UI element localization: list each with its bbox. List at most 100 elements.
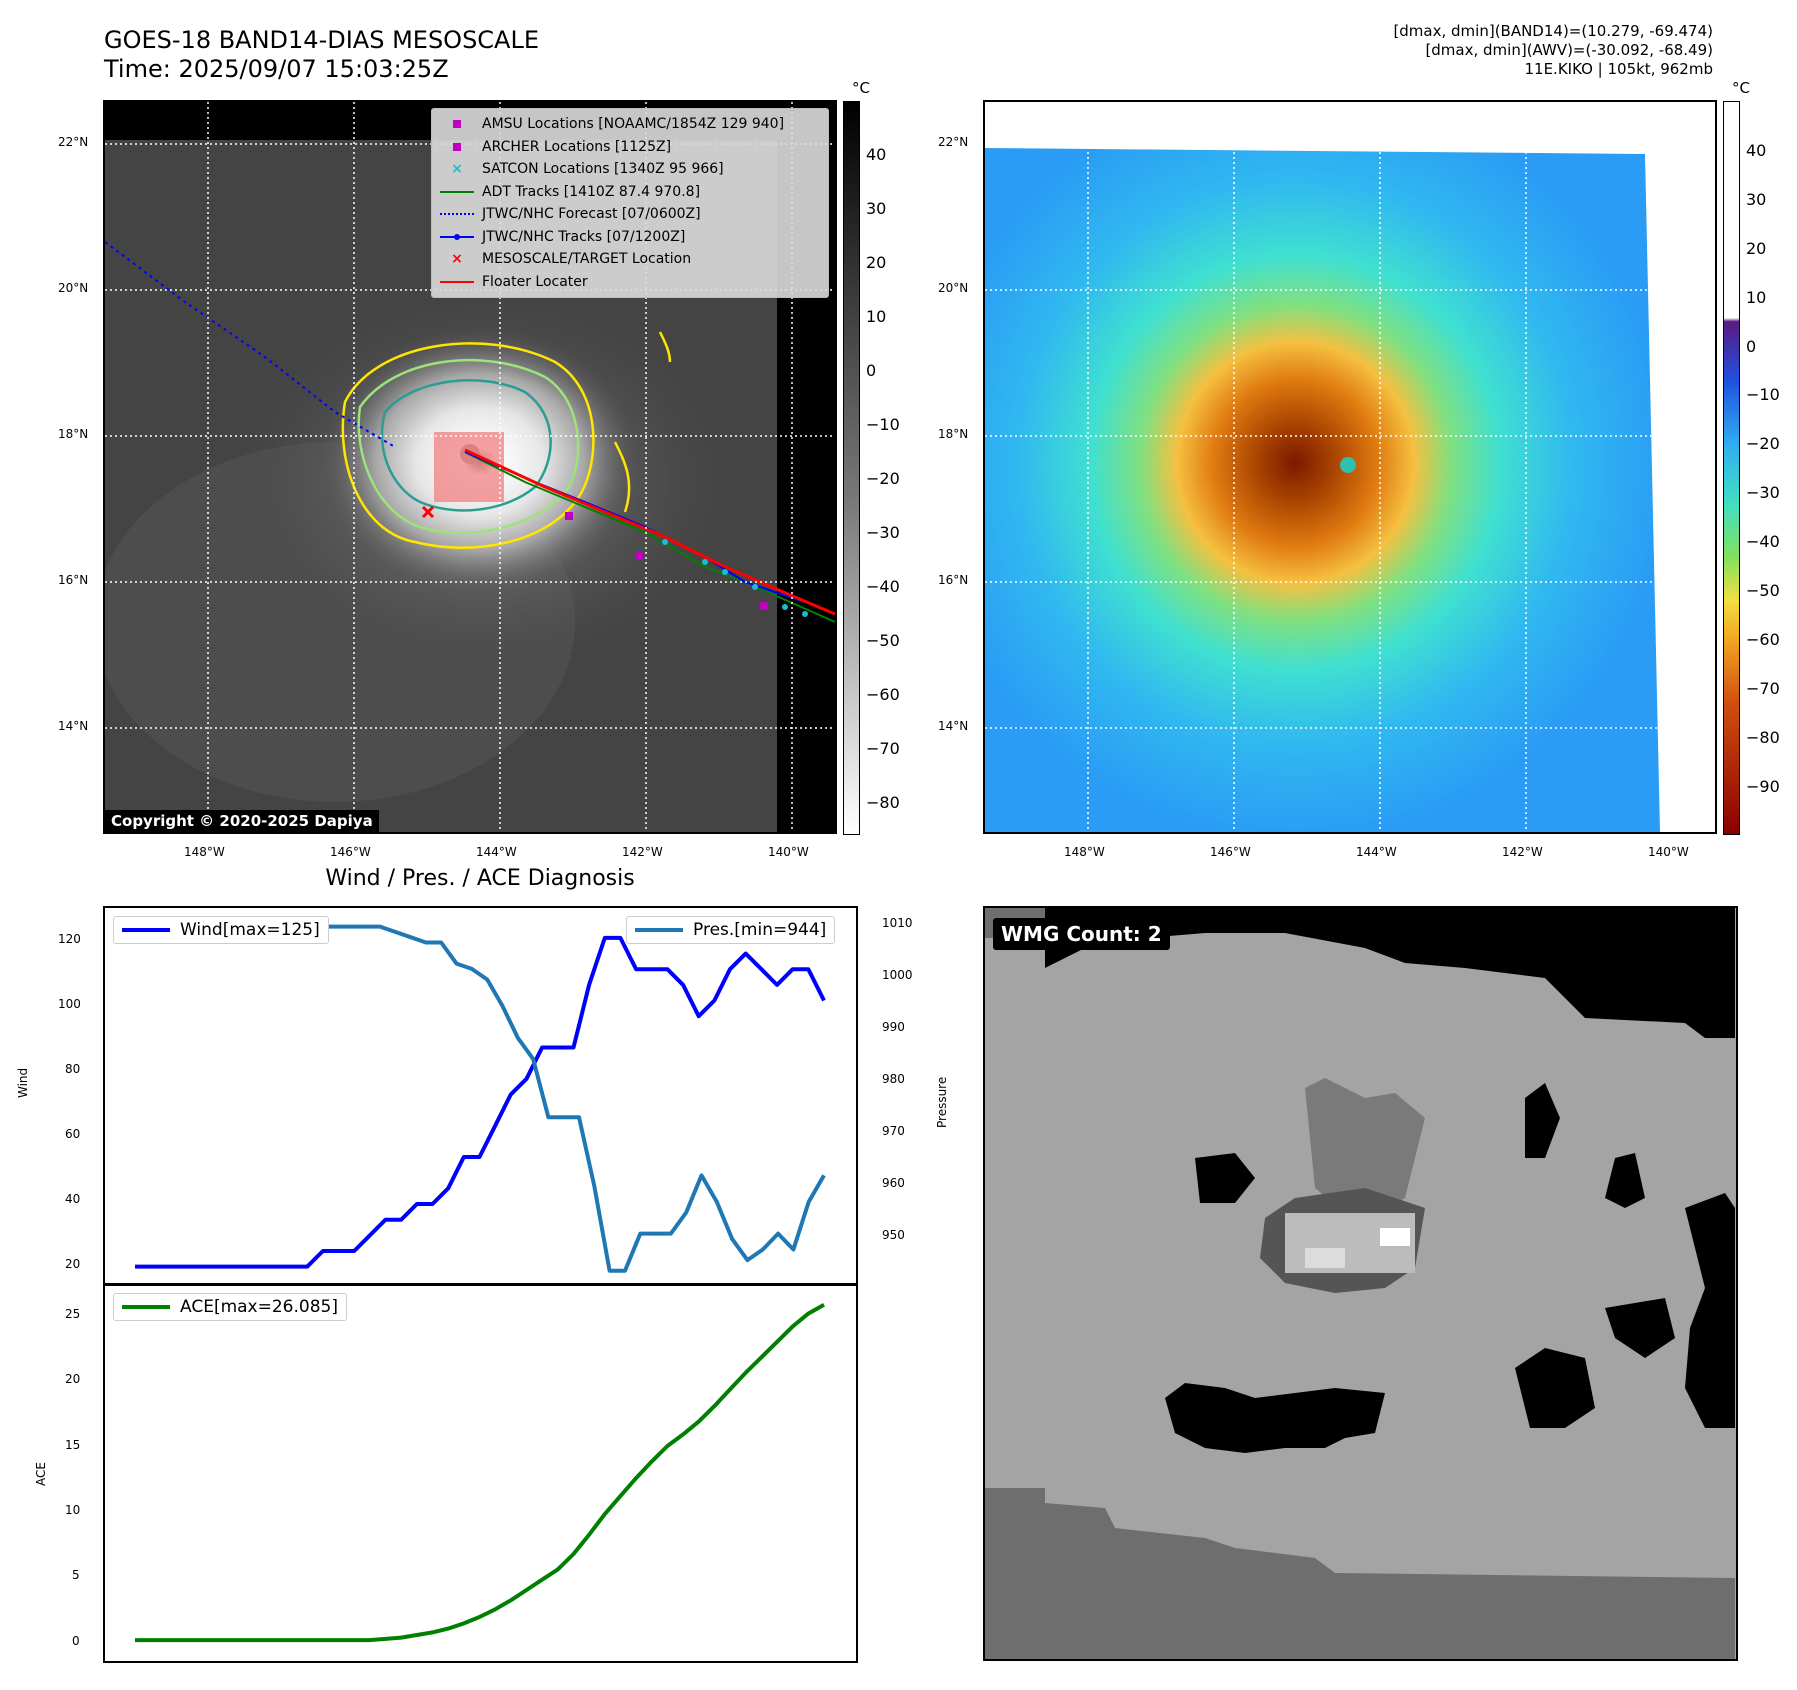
figure-title: GOES-18 BAND14-DIAS MESOSCALE	[104, 26, 540, 54]
ir-colorbar	[843, 101, 860, 835]
square-marker-icon	[438, 140, 476, 154]
square-marker-icon	[438, 117, 476, 131]
awv-lat-18: 18°N	[938, 427, 969, 441]
awv-cb-m80: −80	[1746, 728, 1780, 747]
ir-cb-20: 20	[866, 253, 887, 272]
copyright-label: Copyright © 2020-2025 Dapiya	[105, 810, 379, 832]
line-dot-icon	[438, 230, 476, 244]
wmg-image	[985, 908, 1736, 1659]
ir-lon-148: 148°W	[184, 845, 225, 859]
pres-tick-1000: 1000	[882, 968, 913, 982]
ir-colorbar-unit: °C	[852, 79, 870, 97]
ir-cb-m70: −70	[866, 739, 900, 758]
awv-gridlines	[985, 102, 1715, 832]
ir-lon-144: 144°W	[476, 845, 517, 859]
pres-tick-960: 960	[882, 1176, 905, 1190]
ir-cb-m40: −40	[866, 577, 900, 596]
awv-lat-16: 16°N	[938, 573, 969, 587]
legend-floater: Floater Locater	[438, 271, 822, 294]
info-awv-range: [dmax, dmin](AWV)=(-30.092, -68.49)	[1425, 41, 1713, 59]
awv-lat-20: 20°N	[938, 281, 969, 295]
awv-cb-m30: −30	[1746, 483, 1780, 502]
awv-lat-22: 22°N	[938, 135, 969, 149]
awv-lat-14: 14°N	[938, 719, 969, 733]
ace-axis-label: ACE	[34, 1462, 48, 1486]
solid-line-icon	[438, 275, 476, 289]
wmg-panel	[983, 906, 1738, 1661]
awv-image	[985, 102, 1715, 832]
ir-cb-0: 0	[866, 361, 877, 380]
wind-tick-20: 20	[65, 1257, 81, 1271]
pres-tick-1010: 1010	[882, 916, 913, 930]
info-block: [dmax, dmin](BAND14)=(10.279, -69.474) […	[1393, 22, 1713, 79]
awv-cb-m20: −20	[1746, 434, 1780, 453]
diagnosis-title: Wind / Pres. / ACE Diagnosis	[325, 866, 635, 891]
awv-cb-0: 0	[1746, 337, 1757, 356]
wind-axis-label: Wind	[16, 1067, 30, 1098]
wind-tick-100: 100	[58, 997, 81, 1011]
ace-tick-5: 5	[72, 1568, 80, 1582]
awv-colorbar	[1723, 101, 1740, 835]
pres-tick-970: 970	[882, 1124, 905, 1138]
ace-tick-0: 0	[72, 1634, 80, 1648]
jtwc-forecast-track	[105, 241, 396, 448]
awv-lon-142: 142°W	[1502, 845, 1543, 859]
satcon-markers	[662, 539, 808, 617]
ir-lat-20: 20°N	[58, 281, 89, 295]
ir-cb-m80: −80	[866, 793, 900, 812]
awv-colorbar-unit: °C	[1732, 79, 1750, 97]
wind-pressure-plot	[135, 919, 826, 1273]
wmg-count-label: WMG Count: 2	[993, 918, 1170, 950]
ace-chart	[103, 1283, 858, 1663]
ir-cb-40: 40	[866, 145, 887, 164]
ace-legend-line-icon	[122, 1305, 170, 1309]
wind-series-line	[135, 935, 826, 1269]
pres-tick-990: 990	[882, 1020, 905, 1034]
awv-lon-148: 148°W	[1064, 845, 1105, 859]
pres-legend-line-icon	[635, 928, 683, 932]
awv-cb-m90: −90	[1746, 777, 1780, 796]
wind-pressure-chart	[103, 906, 858, 1286]
figure-time: Time: 2025/09/07 15:03:25Z	[104, 55, 449, 83]
ir-cb-m10: −10	[866, 415, 900, 434]
ir-lat-18: 18°N	[58, 427, 89, 441]
solid-line-icon	[438, 185, 476, 199]
ir-cb-m20: −20	[866, 469, 900, 488]
awv-cb-20: 20	[1746, 239, 1767, 258]
awv-cb-30: 30	[1746, 190, 1767, 209]
ir-lat-14: 14°N	[58, 719, 89, 733]
ace-legend: ACE[max=26.085]	[113, 1293, 347, 1321]
x-marker-icon: ×	[451, 251, 463, 268]
ir-cb-30: 30	[866, 199, 887, 218]
awv-cb-10: 10	[1746, 288, 1767, 307]
ace-plot	[135, 1303, 825, 1643]
ace-tick-10: 10	[65, 1503, 81, 1517]
ace-tick-15: 15	[65, 1438, 81, 1452]
awv-lon-146: 146°W	[1210, 845, 1251, 859]
wind-tick-80: 80	[65, 1062, 81, 1076]
ace-tick-25: 25	[65, 1307, 81, 1321]
wind-legend: Wind[max=125]	[113, 916, 329, 944]
floater-track	[464, 448, 835, 616]
wind-tick-40: 40	[65, 1192, 81, 1206]
awv-lon-140: 140°W	[1648, 845, 1689, 859]
legend-satcon: × SATCON Locations [1340Z 95 966]	[438, 158, 822, 181]
awv-cb-m50: −50	[1746, 581, 1780, 600]
ir-lat-16: 16°N	[58, 573, 89, 587]
pres-tick-980: 980	[882, 1072, 905, 1086]
x-marker-icon: ×	[451, 161, 463, 178]
info-band14-range: [dmax, dmin](BAND14)=(10.279, -69.474)	[1393, 22, 1713, 40]
legend-target: × MESOSCALE/TARGET Location	[438, 248, 822, 271]
pressure-series-line	[135, 919, 826, 1273]
awv-cb-40: 40	[1746, 141, 1767, 160]
legend-archer: ARCHER Locations [1125Z]	[438, 136, 822, 159]
ir-lon-146: 146°W	[330, 845, 371, 859]
amsu-markers	[565, 512, 768, 610]
awv-cb-m70: −70	[1746, 679, 1780, 698]
wind-tick-60: 60	[65, 1127, 81, 1141]
ir-lon-140: 140°W	[768, 845, 809, 859]
awv-lon-144: 144°W	[1356, 845, 1397, 859]
ir-cb-m60: −60	[866, 685, 900, 704]
target-box	[434, 432, 504, 502]
pres-axis-label: Pressure	[935, 1076, 949, 1128]
